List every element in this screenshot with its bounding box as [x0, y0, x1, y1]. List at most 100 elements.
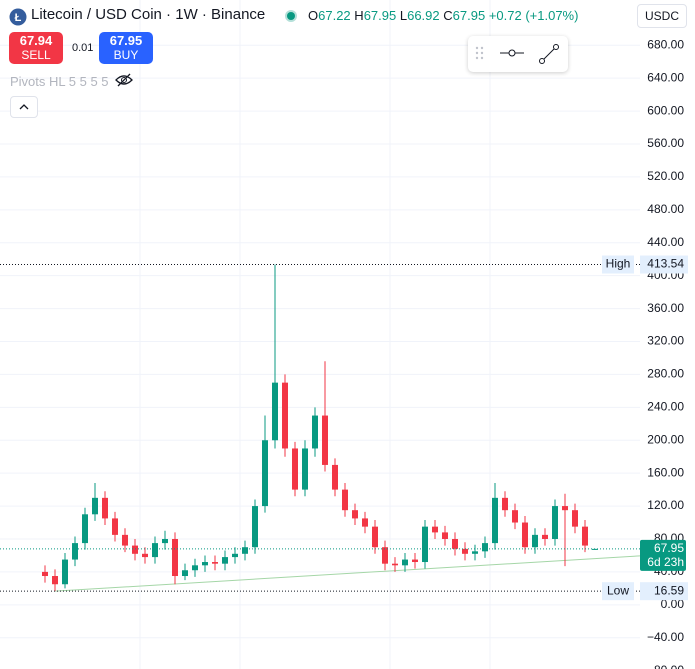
candle-body [522, 522, 528, 548]
candle-body [372, 526, 378, 548]
candle-body [82, 514, 88, 544]
price-axis: 680.00 640.00 600.00 560.00 520.00 480.00 440.… [602, 0, 695, 669]
buy-button[interactable]: 67.95 BUY [99, 32, 153, 64]
y-tick-label: 280.00 [647, 367, 684, 381]
candle-body [142, 553, 148, 558]
candle-body [472, 551, 478, 554]
ohlc-value: 67.95 [363, 8, 397, 23]
buy-label: BUY [113, 48, 139, 62]
ohlc-value: 66.92 [407, 8, 440, 23]
candle-body [412, 559, 418, 563]
eye-pupil [121, 77, 127, 83]
candle-body [452, 538, 458, 549]
low-label-bg [602, 582, 634, 601]
hide-icon[interactable] [114, 72, 134, 88]
y-tick-label: 200.00 [647, 432, 684, 446]
spread: 0.01 [72, 42, 94, 54]
candle-body [192, 565, 198, 571]
candle-body [252, 506, 258, 548]
buy-price: 67.95 [109, 33, 143, 48]
collapse-button[interactable] [10, 96, 38, 118]
candle-body [422, 526, 428, 563]
sell-button[interactable]: 67.94 SELL [9, 32, 63, 64]
low-value: 16.59 [654, 583, 684, 597]
candle-body [502, 497, 508, 511]
coin-logo-letter: Ł [15, 12, 22, 24]
candle-body [382, 547, 388, 564]
y-tick-label: −40.00 [647, 630, 684, 644]
candle-body [532, 534, 538, 548]
y-tick-label: 520.00 [647, 169, 684, 183]
candle-body [292, 448, 298, 490]
market-status [285, 10, 297, 22]
candle-body [242, 547, 248, 554]
coin-logo: Ł [9, 8, 27, 26]
candle-body [272, 382, 278, 441]
chevron-path [19, 104, 29, 110]
candle-body [202, 562, 208, 566]
high-label-bg [602, 255, 634, 274]
candle-body [302, 448, 308, 490]
drag-handle[interactable] [475, 46, 484, 60]
candle-body [182, 570, 188, 577]
candle-body [342, 489, 348, 511]
y-tick-label: 240.00 [647, 399, 684, 413]
candle-body [512, 510, 518, 523]
candle-body [552, 506, 558, 539]
candle-body [232, 553, 238, 558]
low-label: Low [607, 583, 629, 597]
candle-body [92, 497, 98, 515]
candle-body [122, 534, 128, 546]
ohlc-key: H [354, 8, 364, 23]
y-tick-label: 120.00 [647, 498, 684, 512]
indicator-legend: Pivots HL 5 5 5 5 [10, 74, 109, 89]
y-tick-label: 320.00 [647, 334, 684, 348]
toolbar-icons [475, 44, 559, 64]
candle-body [462, 548, 468, 554]
ohlc-values: O67.22 H67.95 L66.92 C67.95 +0.72 (+1.07… [308, 8, 578, 23]
chevron [19, 104, 29, 110]
last-price: 67.95 [654, 541, 684, 555]
ohlc-change: +0.72 (+1.07%) [488, 8, 579, 23]
candle-body [212, 562, 218, 564]
candle-body [572, 510, 578, 527]
candle-body [392, 563, 398, 566]
candle-body [72, 543, 78, 560]
countdown: 6d 23h [647, 555, 684, 569]
horizontal-ray-tool[interactable] [500, 49, 524, 57]
y-tick-label: 440.00 [647, 235, 684, 249]
y-tick-label: 680.00 [647, 37, 684, 51]
candle-body [332, 464, 338, 490]
candle-body [152, 543, 158, 558]
y-tick-label: 560.00 [647, 136, 684, 150]
candle-body [442, 532, 448, 539]
candle-body [312, 415, 318, 449]
y-tick-label: 360.00 [647, 301, 684, 315]
candle-body [322, 415, 328, 465]
y-tick-label: 480.00 [647, 202, 684, 216]
candle-body [542, 534, 548, 539]
y-tick-label: 160.00 [647, 465, 684, 479]
drawing-toolbar [468, 36, 568, 72]
candle-body [402, 559, 408, 566]
candle-body [262, 440, 268, 507]
trend-line-tool[interactable] [539, 44, 559, 64]
grid [0, 44, 640, 639]
eye-slash [117, 73, 131, 87]
candle-body [222, 557, 228, 564]
high-value-bg [640, 255, 688, 274]
candle-body [102, 497, 108, 519]
candle-body [112, 518, 118, 535]
candle-body [582, 526, 588, 546]
currency-selector[interactable]: USDC [637, 4, 687, 28]
coin-logo-circle [9, 8, 27, 26]
candle-body [42, 571, 48, 577]
symbol-title: Litecoin / USD Coin · 1W · Binance [31, 6, 266, 23]
sell-label: SELL [21, 48, 51, 62]
y-tick-label: 640.00 [647, 70, 684, 84]
last-price-bg [640, 539, 686, 571]
candle-body [282, 382, 288, 449]
high-label: High [606, 257, 631, 271]
